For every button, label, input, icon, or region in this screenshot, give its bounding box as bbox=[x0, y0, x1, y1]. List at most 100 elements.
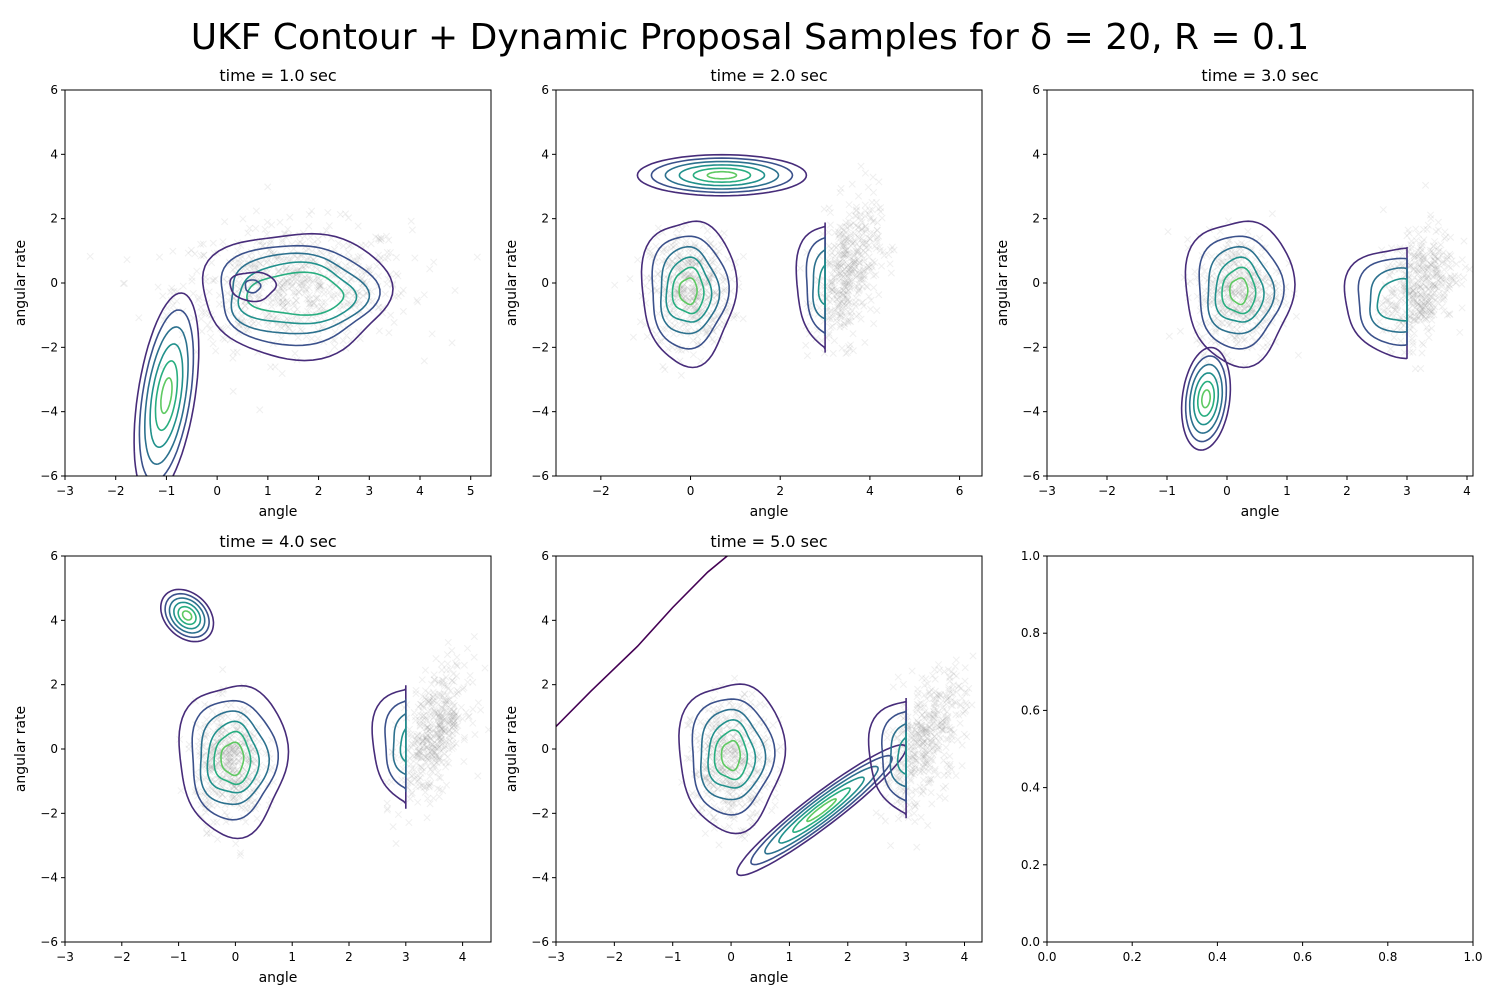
sample-marker bbox=[385, 329, 393, 337]
sample-marker bbox=[1426, 311, 1434, 319]
y-tick-label: 2 bbox=[541, 212, 549, 226]
sample-marker bbox=[225, 749, 233, 757]
sample-marker bbox=[1434, 256, 1442, 264]
sample-marker bbox=[833, 263, 841, 272]
x-tick-label: 0 bbox=[727, 950, 735, 964]
sample-marker bbox=[414, 748, 422, 756]
sample-marker bbox=[820, 312, 828, 320]
y-axis-label: angular rate bbox=[995, 240, 1011, 326]
sample-marker bbox=[302, 261, 310, 270]
sample-marker bbox=[1412, 225, 1420, 233]
sample-marker bbox=[215, 300, 224, 308]
sample-marker bbox=[841, 236, 849, 244]
sample-marker bbox=[1218, 258, 1226, 266]
sample-marker bbox=[848, 240, 857, 248]
sample-marker bbox=[840, 243, 848, 251]
sample-marker bbox=[861, 212, 869, 220]
sample-marker bbox=[849, 256, 858, 265]
sample-marker bbox=[445, 731, 453, 739]
sample-marker bbox=[1430, 256, 1438, 264]
sample-marker bbox=[835, 294, 844, 302]
sample-marker bbox=[946, 762, 954, 770]
sample-marker bbox=[230, 799, 238, 807]
sample-marker bbox=[713, 263, 721, 271]
sample-marker bbox=[1402, 293, 1410, 301]
sample-marker bbox=[1229, 250, 1237, 258]
sample-marker bbox=[913, 706, 921, 714]
sample-marker bbox=[695, 308, 703, 316]
sample-marker bbox=[935, 690, 943, 698]
sample-marker bbox=[431, 708, 439, 716]
sample-marker bbox=[277, 284, 285, 292]
y-tick-label: 4 bbox=[50, 147, 58, 161]
sample-marker bbox=[1406, 284, 1415, 292]
sample-marker bbox=[287, 279, 295, 287]
sample-marker bbox=[1429, 242, 1437, 250]
sample-marker bbox=[729, 702, 737, 710]
sample-marker bbox=[919, 759, 927, 767]
sample-marker bbox=[1235, 282, 1243, 290]
sample-marker bbox=[931, 733, 939, 741]
sample-marker bbox=[1215, 259, 1223, 267]
sample-marker bbox=[427, 720, 435, 728]
sample-marker bbox=[922, 750, 930, 759]
sample-marker bbox=[230, 758, 238, 766]
sample-marker bbox=[689, 287, 697, 295]
sample-marker bbox=[841, 312, 849, 320]
sample-marker bbox=[845, 345, 854, 353]
sample-marker bbox=[461, 733, 469, 741]
sample-marker bbox=[274, 318, 282, 327]
sample-marker bbox=[915, 735, 923, 743]
sample-marker bbox=[434, 753, 442, 761]
sample-marker bbox=[858, 251, 866, 259]
sample-marker bbox=[460, 661, 468, 669]
sample-marker bbox=[1268, 312, 1276, 320]
sample-marker bbox=[1213, 314, 1221, 322]
sample-marker bbox=[1379, 299, 1387, 307]
sample-marker bbox=[417, 753, 425, 761]
sample-marker bbox=[715, 730, 723, 738]
sample-marker bbox=[941, 794, 949, 803]
sample-marker bbox=[442, 707, 450, 715]
sample-marker bbox=[232, 747, 240, 755]
sample-marker bbox=[643, 333, 651, 341]
sample-marker bbox=[1385, 301, 1394, 310]
sample-marker bbox=[954, 736, 962, 744]
sample-marker bbox=[1425, 300, 1433, 308]
sample-marker bbox=[839, 230, 847, 238]
sample-marker bbox=[922, 726, 930, 734]
sample-marker bbox=[465, 712, 473, 720]
sample-marker bbox=[316, 282, 324, 290]
sample-marker bbox=[1422, 314, 1430, 322]
sample-marker bbox=[201, 721, 209, 729]
sample-marker bbox=[448, 713, 456, 721]
sample-marker bbox=[234, 750, 242, 758]
contour-level bbox=[1198, 235, 1285, 350]
sample-marker bbox=[712, 289, 720, 297]
sample-marker bbox=[232, 840, 240, 848]
sample-marker bbox=[903, 738, 911, 746]
sample-marker bbox=[354, 253, 362, 261]
sample-marker bbox=[870, 216, 878, 225]
sample-marker bbox=[1420, 271, 1428, 279]
sample-marker bbox=[827, 307, 836, 315]
sample-marker bbox=[872, 198, 880, 206]
sample-marker bbox=[910, 732, 918, 740]
sample-marker bbox=[218, 690, 226, 698]
sample-marker bbox=[857, 275, 865, 283]
sample-marker bbox=[290, 288, 298, 297]
sample-marker bbox=[280, 322, 288, 330]
sample-marker bbox=[940, 706, 948, 714]
sample-marker bbox=[1416, 307, 1424, 315]
sample-marker bbox=[428, 743, 436, 751]
sample-marker bbox=[314, 284, 322, 293]
sample-marker bbox=[681, 293, 689, 301]
sample-marker bbox=[374, 303, 382, 311]
sample-marker bbox=[834, 249, 842, 257]
sample-marker bbox=[210, 728, 218, 736]
sample-marker bbox=[841, 292, 849, 300]
sample-marker bbox=[310, 276, 318, 284]
sample-marker bbox=[1231, 292, 1240, 300]
sample-marker bbox=[908, 723, 916, 731]
sample-marker bbox=[963, 701, 971, 709]
